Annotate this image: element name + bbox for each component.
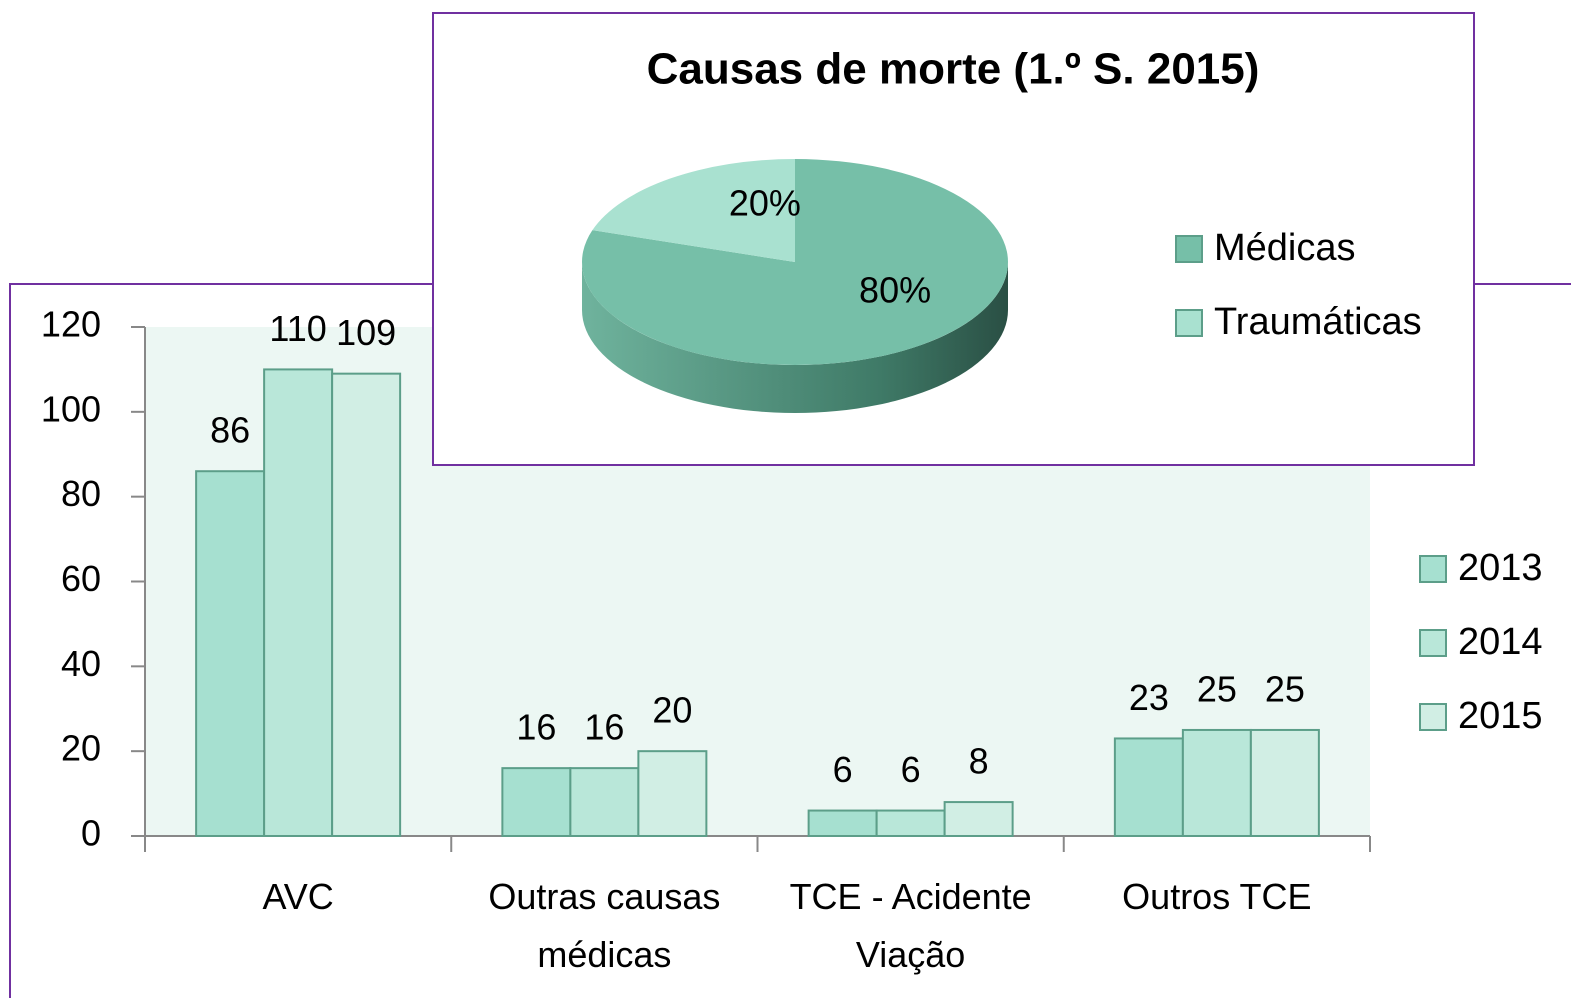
bar xyxy=(875,809,946,837)
data-label: 16 xyxy=(584,707,624,748)
bar xyxy=(263,368,334,837)
data-label: 110 xyxy=(269,308,326,349)
pie-chart: Causas de morte (1.º S. 2015) 80% 20% Médi… xyxy=(432,12,1475,466)
legend-label: Médicas xyxy=(1214,227,1356,269)
bar xyxy=(807,809,878,837)
legend-swatch xyxy=(1175,235,1203,263)
y-tick-label: 120 xyxy=(41,304,101,345)
bar xyxy=(637,750,708,838)
bar xyxy=(1113,737,1184,837)
y-tick-label: 0 xyxy=(81,813,101,854)
data-label: 20% xyxy=(729,183,801,224)
bar xyxy=(1249,728,1320,837)
data-label: 25 xyxy=(1197,668,1237,709)
data-label: 20 xyxy=(652,690,692,731)
legend-swatch xyxy=(1175,309,1203,337)
y-tick-label: 80 xyxy=(61,473,101,514)
bar xyxy=(195,470,266,837)
bar xyxy=(1181,728,1252,837)
y-tick-label: 20 xyxy=(61,728,101,769)
legend-label: 2015 xyxy=(1458,695,1543,737)
y-tick-label: 100 xyxy=(41,388,101,429)
data-label: 6 xyxy=(833,749,853,790)
data-label: 109 xyxy=(336,312,396,353)
x-tick-label: TCE - Acidente Viação xyxy=(789,876,1032,975)
chart-title: Causas de morte (1.º S. 2015) xyxy=(647,45,1260,94)
data-label: 16 xyxy=(516,707,556,748)
data-label: 25 xyxy=(1265,668,1305,709)
x-tick-label: AVC xyxy=(262,876,334,917)
data-label: 80% xyxy=(859,269,931,310)
legend-swatch xyxy=(1419,703,1447,731)
x-tick-label: Outras causas médicas xyxy=(488,876,721,975)
bar xyxy=(501,767,572,838)
bar xyxy=(569,767,640,838)
legend-label: 2013 xyxy=(1458,547,1543,589)
data-label: 23 xyxy=(1129,677,1169,718)
bar xyxy=(331,372,402,837)
y-tick-label: 40 xyxy=(61,643,101,684)
legend-label: Traumáticas xyxy=(1214,301,1422,343)
data-label: 6 xyxy=(901,749,921,790)
legend-label: 2014 xyxy=(1458,621,1543,663)
legend-swatch xyxy=(1419,555,1447,583)
legend-swatch xyxy=(1419,629,1447,657)
pie-slice xyxy=(592,159,795,262)
y-tick-label: 60 xyxy=(61,558,101,599)
pie-side xyxy=(582,262,1008,413)
bar xyxy=(943,801,1014,837)
x-tick-label: Outros TCE xyxy=(1122,876,1312,917)
data-label: 86 xyxy=(210,410,250,451)
data-label: 8 xyxy=(969,741,989,782)
pie-slice xyxy=(582,159,1008,365)
